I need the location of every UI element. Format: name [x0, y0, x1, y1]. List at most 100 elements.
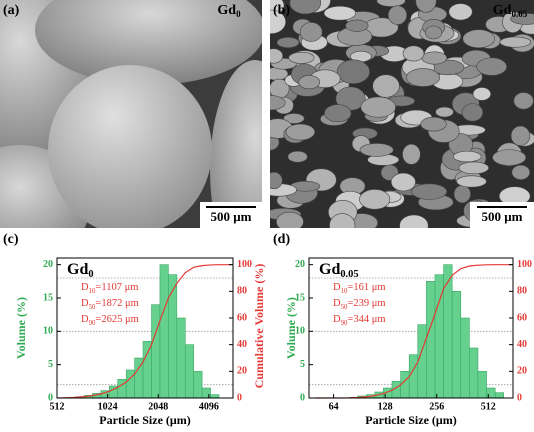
particle — [289, 0, 322, 15]
cumulative-curve — [58, 264, 232, 399]
y-axis-label: Volume (%) — [14, 297, 28, 359]
y-tick-label: 0 — [48, 392, 53, 403]
particle — [390, 172, 416, 192]
bar — [426, 281, 436, 399]
particle — [48, 65, 212, 228]
particle — [406, 68, 441, 87]
particle — [476, 57, 508, 76]
y2-axis-label: Cumulative Volume (%) — [532, 264, 534, 389]
y2-tick-label: 60 — [237, 312, 247, 323]
x-axis-label: Particle Size (μm) — [365, 413, 456, 427]
text-main: D — [81, 282, 89, 293]
particle — [210, 60, 262, 228]
particle — [399, 214, 429, 228]
particle — [299, 22, 323, 42]
particle — [270, 48, 284, 64]
text-main: Gd — [67, 261, 88, 278]
sample-sub: 0 — [236, 9, 241, 19]
particle — [283, 113, 305, 124]
particle — [359, 143, 394, 157]
text-sub: 90 — [341, 320, 348, 327]
particle — [276, 36, 300, 48]
particle — [345, 19, 369, 32]
particle — [298, 75, 321, 90]
x-axis-label: Particle Size (μm) — [99, 413, 190, 427]
y2-tick-label: 60 — [517, 312, 527, 323]
text-rest: =239 μm — [347, 298, 385, 309]
y2-tick-label: 20 — [237, 366, 247, 377]
x-tick-label: 512 — [481, 401, 496, 412]
panel-label: (a) — [3, 3, 20, 18]
particle — [420, 116, 447, 132]
rich-text: D10=161 μm — [333, 282, 386, 294]
bar — [469, 347, 479, 399]
x-tick-label: 512 — [50, 401, 65, 412]
panel-label: (c) — [3, 232, 19, 247]
text-main: Gd — [319, 261, 340, 278]
x-tick-label: 2048 — [148, 401, 168, 412]
text-sub: 0 — [88, 269, 93, 280]
particle — [453, 150, 482, 163]
particle — [324, 104, 352, 123]
particle — [288, 51, 315, 64]
particle — [424, 25, 443, 40]
bar — [477, 371, 487, 399]
bar — [400, 371, 410, 399]
y-tick-label: 20 — [43, 259, 53, 270]
particle — [415, 0, 437, 13]
text-main: D — [333, 282, 341, 293]
y2-tick-label: 0 — [237, 392, 242, 403]
panel-label: (d) — [273, 232, 290, 247]
y-tick-label: 20 — [295, 259, 305, 270]
particle — [411, 183, 448, 200]
y2-axis-label: Cumulative Volume (%) — [252, 264, 266, 389]
bar — [151, 304, 161, 399]
y2-tick-label: 80 — [237, 286, 247, 297]
text-sub: 10 — [341, 288, 348, 295]
y-axis-label: Volume (%) — [284, 297, 298, 359]
rich-text: D90=2625 μm — [81, 314, 139, 326]
text-rest: =344 μm — [347, 314, 385, 325]
panel-label: (b) — [273, 3, 290, 18]
bar — [142, 341, 152, 399]
text-main: D — [333, 314, 341, 325]
text-sub: 10 — [89, 288, 96, 295]
y-tick-label: 5 — [300, 359, 305, 370]
text-sub: 0.05 — [340, 269, 358, 280]
bar — [125, 369, 135, 399]
plot-frame — [308, 257, 514, 399]
rich-text: D50=1872 μm — [81, 298, 139, 310]
sample-sub: 0.05 — [511, 9, 527, 19]
y-tick-label: 15 — [43, 292, 53, 303]
particle — [35, 0, 262, 85]
particle — [270, 9, 287, 34]
y-tick-label: 10 — [43, 326, 53, 337]
sample-name: Gd0 — [67, 261, 94, 281]
bar — [193, 371, 203, 399]
scale-bar-label: 500 μm — [211, 209, 252, 224]
bar — [168, 274, 178, 399]
bar — [417, 324, 427, 399]
bar — [443, 264, 453, 399]
y2-tick-label: 40 — [237, 339, 247, 350]
text-sub: 90 — [89, 320, 96, 327]
particle — [329, 213, 356, 228]
text-main: D — [81, 314, 89, 325]
y2-tick-label: 40 — [517, 339, 527, 350]
y-tick-label: 10 — [295, 326, 305, 337]
particle — [372, 74, 400, 98]
particles — [270, 0, 534, 228]
particle — [270, 171, 283, 190]
sem-image-a — [0, 0, 262, 228]
text-main: D — [81, 298, 89, 309]
particle — [287, 150, 308, 163]
particle — [458, 161, 490, 175]
y-tick-label: 15 — [295, 292, 305, 303]
particle — [323, 5, 357, 21]
particle — [472, 87, 492, 101]
particle — [336, 59, 370, 84]
bar — [460, 317, 470, 399]
sample-main: Gd — [493, 3, 512, 18]
sample-name: Gd0.05 — [319, 261, 359, 281]
